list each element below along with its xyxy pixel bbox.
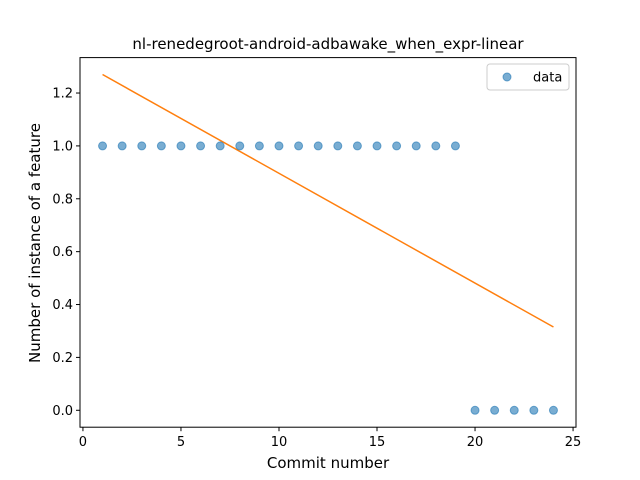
y-tick-label: 1.0 bbox=[52, 139, 73, 154]
data-point bbox=[313, 141, 323, 151]
x-axis-label: Commit number bbox=[267, 454, 390, 472]
data-point bbox=[156, 141, 166, 151]
data-point bbox=[294, 141, 304, 151]
y-tick-label: 0.2 bbox=[52, 351, 73, 366]
data-point bbox=[548, 405, 558, 415]
data-point bbox=[215, 141, 225, 151]
data-point bbox=[274, 141, 284, 151]
data-point bbox=[98, 141, 108, 151]
x-tick-label: 0 bbox=[79, 435, 87, 450]
data-point bbox=[490, 405, 500, 415]
data-point bbox=[372, 141, 382, 151]
data-point bbox=[431, 141, 441, 151]
chart-title: nl-renedegroot-android-adbawake_when_exp… bbox=[132, 35, 524, 54]
data-point bbox=[392, 141, 402, 151]
data-point bbox=[137, 141, 147, 151]
data-point bbox=[117, 141, 127, 151]
legend: data bbox=[486, 63, 570, 91]
plot-area bbox=[98, 73, 558, 415]
fit-line bbox=[102, 73, 554, 328]
data-point bbox=[176, 141, 186, 151]
data-point bbox=[450, 141, 460, 151]
plot-frame bbox=[79, 57, 577, 428]
x-tick-label: 15 bbox=[369, 435, 386, 450]
data-point bbox=[411, 141, 421, 151]
x-axis: 0 5 10 15 20 25 bbox=[79, 427, 582, 450]
data-point bbox=[509, 405, 519, 415]
y-tick-label: 0.0 bbox=[52, 404, 73, 419]
data-point bbox=[529, 405, 539, 415]
legend-label: data bbox=[533, 71, 562, 86]
y-tick-label: 0.4 bbox=[52, 298, 73, 313]
data-point bbox=[470, 405, 480, 415]
data-point bbox=[196, 141, 206, 151]
legend-box bbox=[486, 63, 570, 91]
y-tick-label: 0.8 bbox=[52, 192, 73, 207]
y-axis: 0.0 0.2 0.4 0.6 0.8 1.0 1.2 bbox=[52, 87, 80, 419]
x-tick-label: 25 bbox=[565, 435, 582, 450]
y-tick-label: 0.6 bbox=[52, 245, 73, 260]
y-axis-label: Number of instance of a feature bbox=[26, 123, 44, 363]
data-point bbox=[235, 141, 245, 151]
legend-marker bbox=[502, 72, 512, 82]
x-tick-label: 20 bbox=[467, 435, 484, 450]
data-point bbox=[254, 141, 264, 151]
data-point bbox=[333, 141, 343, 151]
y-tick-label: 1.2 bbox=[52, 87, 73, 102]
x-tick-label: 10 bbox=[271, 435, 288, 450]
data-point bbox=[352, 141, 362, 151]
x-tick-label: 5 bbox=[177, 435, 185, 450]
